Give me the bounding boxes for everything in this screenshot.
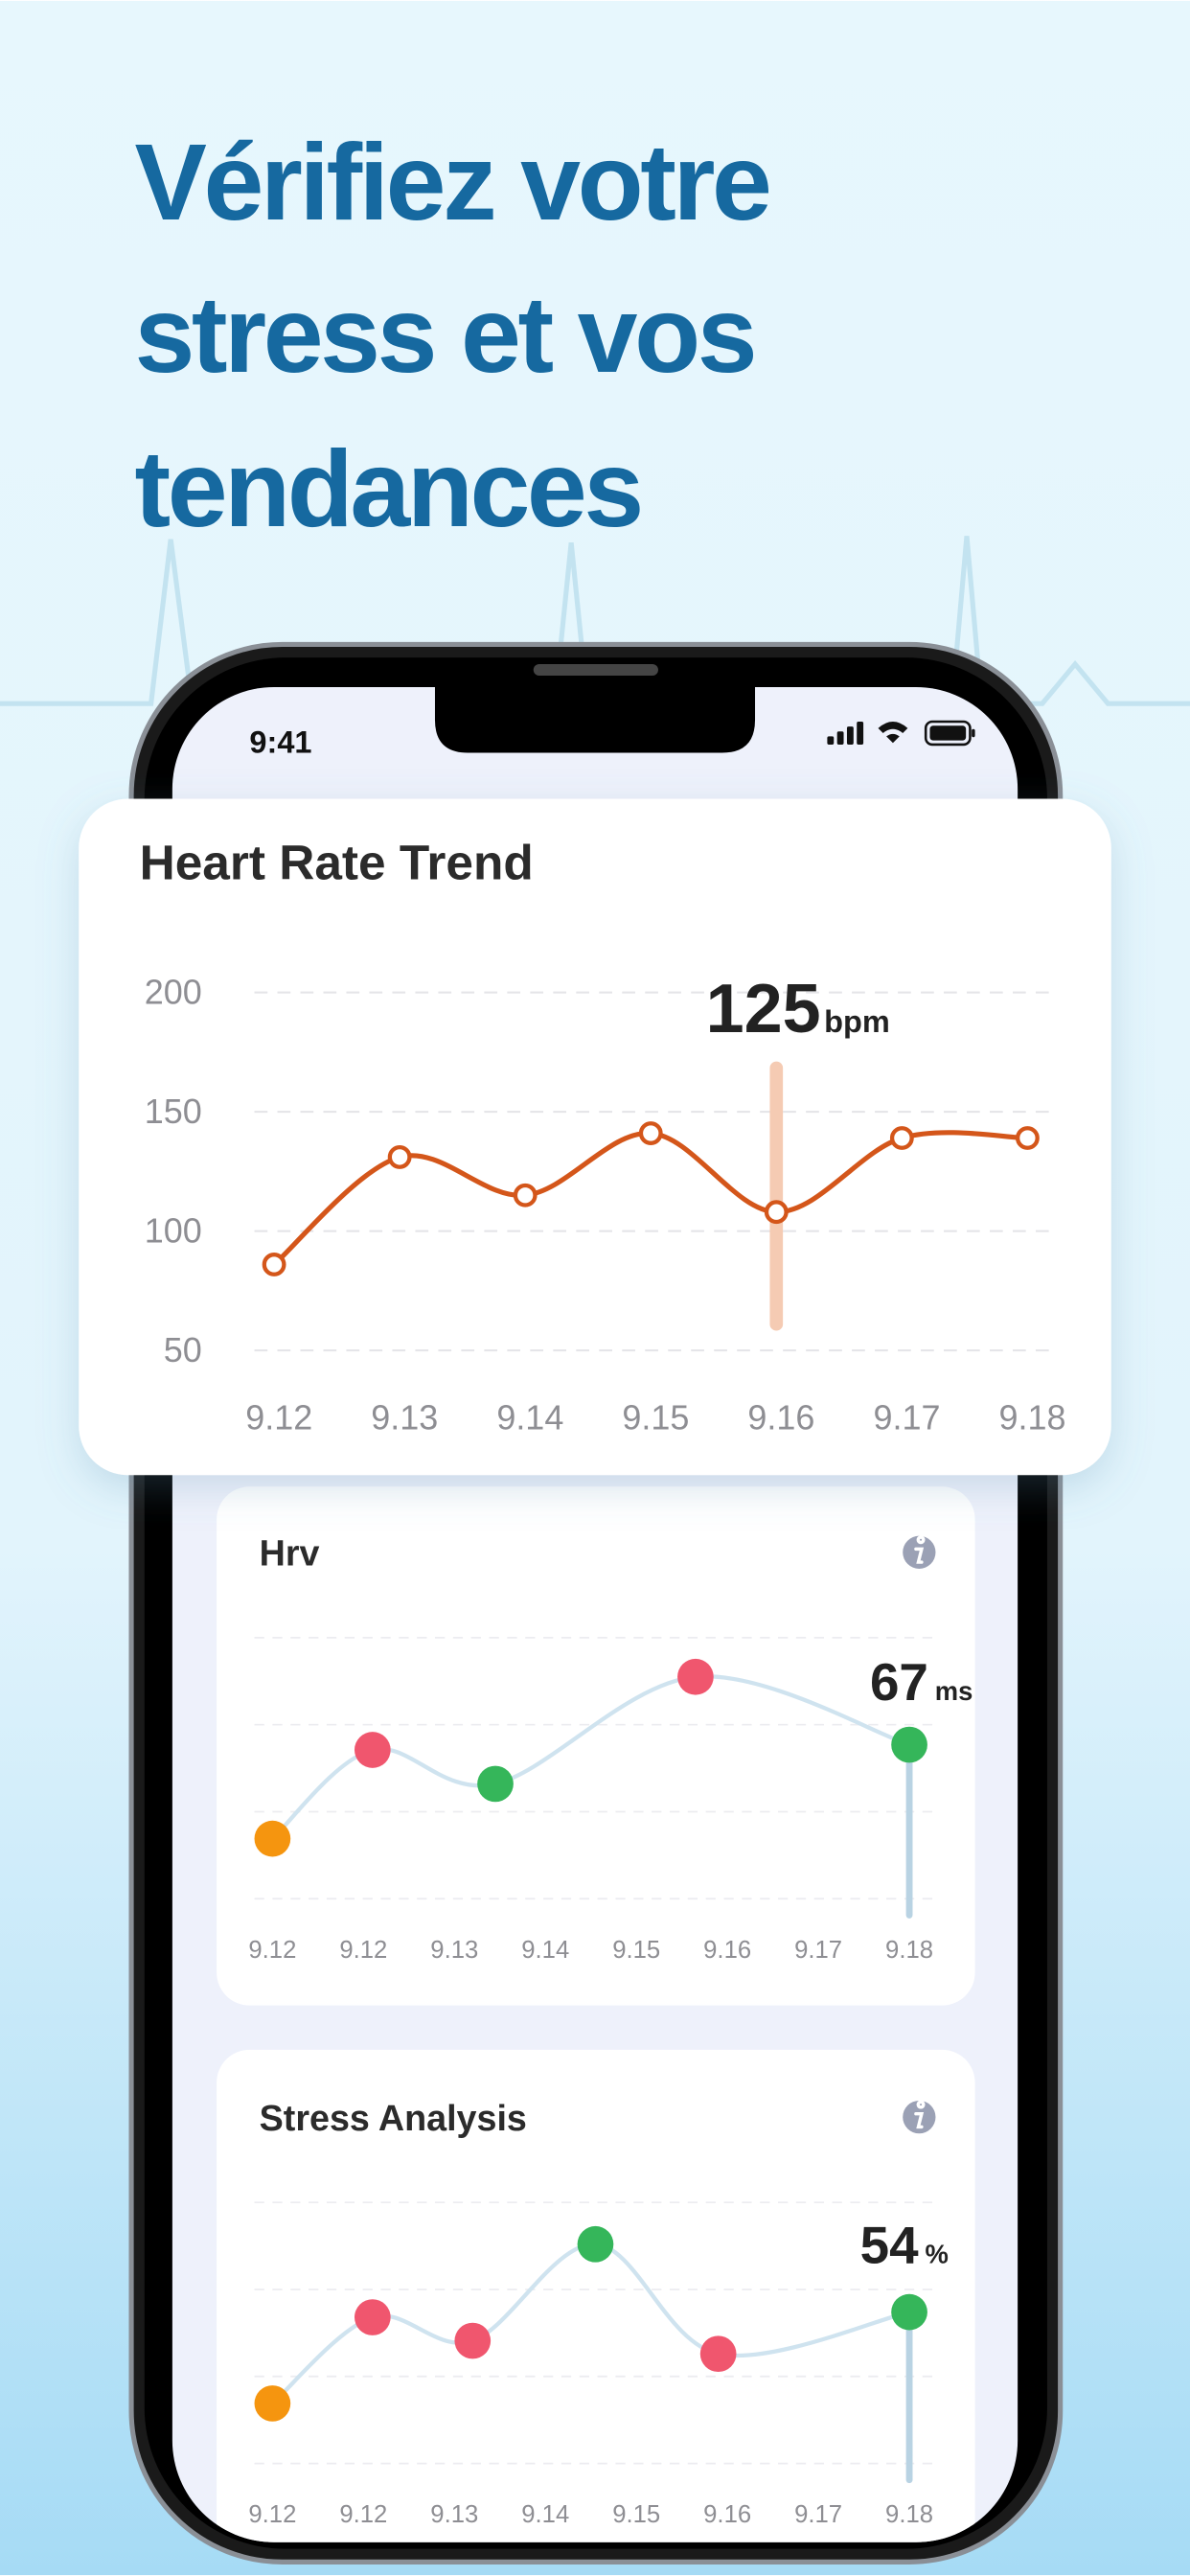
highlight-unit: % [925,2240,948,2269]
highlight-annotation: 54% [860,2216,949,2275]
data-point [677,1658,714,1695]
x-tick-label: 9.14 [521,2501,569,2528]
highlight-value: 54 [860,2216,919,2275]
data-point [513,1183,538,1208]
x-tick-label: 9.16 [703,1937,751,1964]
status-icons [827,720,975,747]
headline-line: stress et vos [134,274,754,395]
x-tick-label: 9.15 [612,2501,660,2528]
x-tick-label: 9.18 [999,1397,1066,1437]
x-tick-label: 9.13 [430,2501,478,2528]
x-tick-label: 9.13 [371,1397,438,1437]
data-point [1015,1126,1040,1150]
data-point [638,1121,663,1145]
data-point [254,2385,291,2422]
x-tick-label: 9.14 [521,1937,569,1964]
x-tick-label: 9.16 [747,1397,814,1437]
x-tick-label: 9.12 [245,1397,312,1437]
x-tick-label: 9.14 [496,1397,563,1437]
y-tick-label: 200 [145,973,202,1012]
notch [434,687,756,753]
info-glyph [914,1535,926,1564]
highlight-annotation: 67 ms [870,1652,973,1712]
speaker [533,664,658,677]
highlight-unit: ms [935,1676,973,1706]
data-point [454,2322,492,2359]
data-point [889,1126,914,1150]
data-point [477,1765,514,1803]
headline-line: tendances [134,428,640,549]
y-tick-label: 50 [164,1330,202,1369]
chart-title: Stress Analysis [260,2098,527,2138]
heart-rate-chart: Heart Rate Trend 50 100 150 200 9.12 9.13 9.14 9… [140,834,1066,1437]
x-tick-label: 9.16 [703,2501,751,2528]
headline: Vérifiez votre stress et vos tendances [134,122,771,549]
data-point [699,2335,737,2373]
x-tick-label: 9.12 [339,2501,387,2528]
data-point [354,1732,391,1768]
chart-title: Hrv [260,1533,320,1574]
stress-card [217,2049,975,2542]
heart-rate-card [79,798,1111,1476]
data-point [891,1726,927,1763]
screen-content: Hrv 9.12 9.12 9.13 9.14 9.15 9.16 9.17 9.18 67 ms S… [217,1486,975,2542]
data-point [387,1145,412,1169]
x-tick-label: 9.17 [794,2501,842,2528]
status-time: 9:41 [249,725,311,760]
x-tick-label: 9.15 [622,1397,689,1437]
trend-line [270,1674,910,1841]
chart-title: Heart Rate Trend [140,834,534,889]
data-point [254,1820,291,1857]
x-tick-label: 9.18 [885,1937,933,1964]
data-point [577,2225,614,2263]
data-point [891,2293,927,2331]
x-tick-label: 9.17 [873,1397,940,1437]
hrv-card [217,1486,975,2006]
x-tick-label: 9.17 [794,1937,842,1964]
x-tick-label: 9.15 [612,1937,660,1964]
x-tick-label: 9.12 [339,1937,387,1964]
data-point [262,1253,286,1276]
highlight-unit: bpm [824,1004,890,1039]
highlight-value: 125 [706,971,821,1047]
highlight-annotation: 125 bpm [706,971,890,1047]
x-tick-label: 9.13 [430,1937,478,1964]
x-tick-label: 9.12 [248,1937,296,1964]
y-tick-label: 100 [145,1211,202,1251]
y-tick-label: 150 [145,1092,202,1131]
highlight-value: 67 [870,1652,928,1712]
headline-line: Vérifiez votre [134,122,768,242]
data-point [354,2299,391,2335]
data-point [764,1200,789,1225]
x-tick-label: 9.12 [248,2501,296,2528]
info-glyph [914,2100,926,2129]
x-tick-label: 9.18 [885,2501,933,2528]
